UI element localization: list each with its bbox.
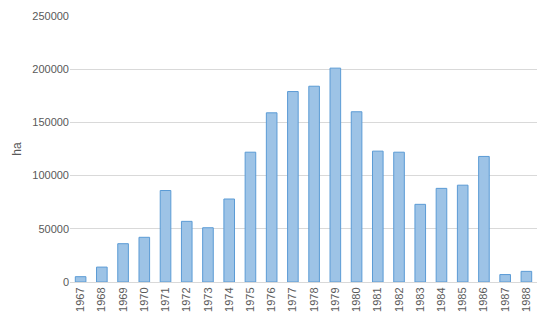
svg-text:250000: 250000: [32, 10, 69, 22]
svg-text:1983: 1983: [414, 287, 426, 311]
svg-text:1979: 1979: [329, 287, 341, 311]
svg-text:1977: 1977: [286, 287, 298, 311]
svg-text:1973: 1973: [202, 287, 214, 311]
svg-text:1975: 1975: [244, 287, 256, 311]
svg-text:1981: 1981: [371, 287, 383, 311]
svg-text:1967: 1967: [74, 287, 86, 311]
svg-text:1978: 1978: [308, 287, 320, 311]
svg-text:ha: ha: [10, 142, 24, 156]
svg-text:1971: 1971: [159, 287, 171, 311]
svg-text:1988: 1988: [520, 287, 532, 311]
svg-text:1985: 1985: [456, 287, 468, 311]
svg-text:1968: 1968: [95, 287, 107, 311]
svg-text:200000: 200000: [32, 63, 69, 75]
svg-text:1970: 1970: [138, 287, 150, 311]
svg-text:1969: 1969: [117, 287, 129, 311]
svg-text:1974: 1974: [223, 287, 235, 311]
svg-text:1986: 1986: [478, 287, 490, 311]
svg-text:1987: 1987: [499, 287, 511, 311]
svg-text:1982: 1982: [393, 287, 405, 311]
svg-text:1984: 1984: [435, 287, 447, 311]
svg-text:100000: 100000: [32, 169, 69, 181]
svg-text:1976: 1976: [265, 287, 277, 311]
svg-text:1972: 1972: [180, 287, 192, 311]
svg-text:150000: 150000: [32, 116, 69, 128]
svg-text:1980: 1980: [350, 287, 362, 311]
svg-text:0: 0: [63, 276, 69, 288]
svg-text:50000: 50000: [38, 223, 69, 235]
